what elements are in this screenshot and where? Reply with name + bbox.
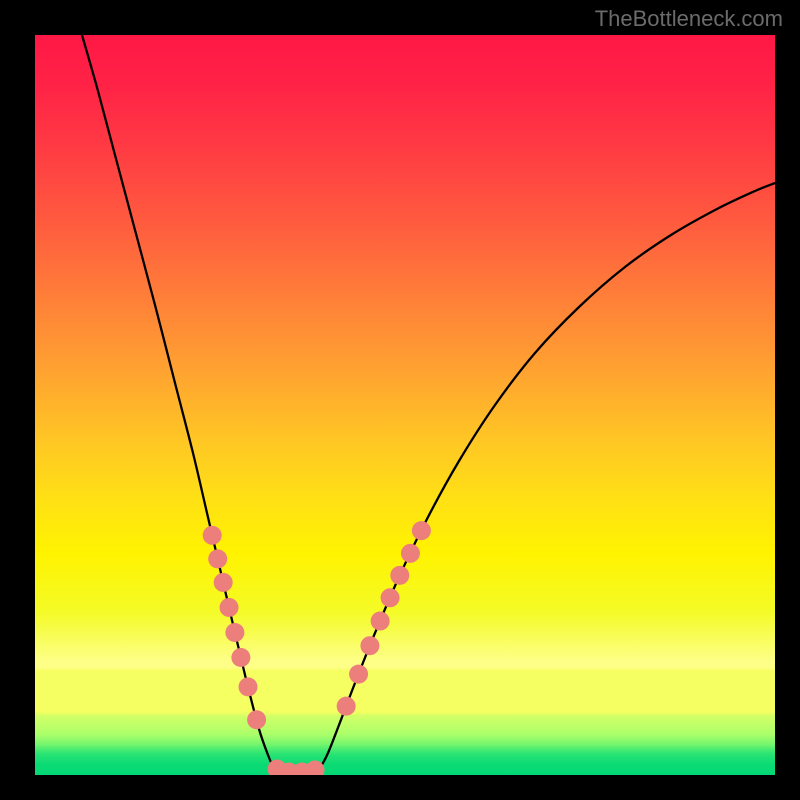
- stage: TheBottleneck.com: [0, 0, 800, 800]
- chart-frame: [35, 35, 775, 775]
- heat-gradient-background: [35, 35, 775, 775]
- watermark-text: TheBottleneck.com: [595, 6, 783, 32]
